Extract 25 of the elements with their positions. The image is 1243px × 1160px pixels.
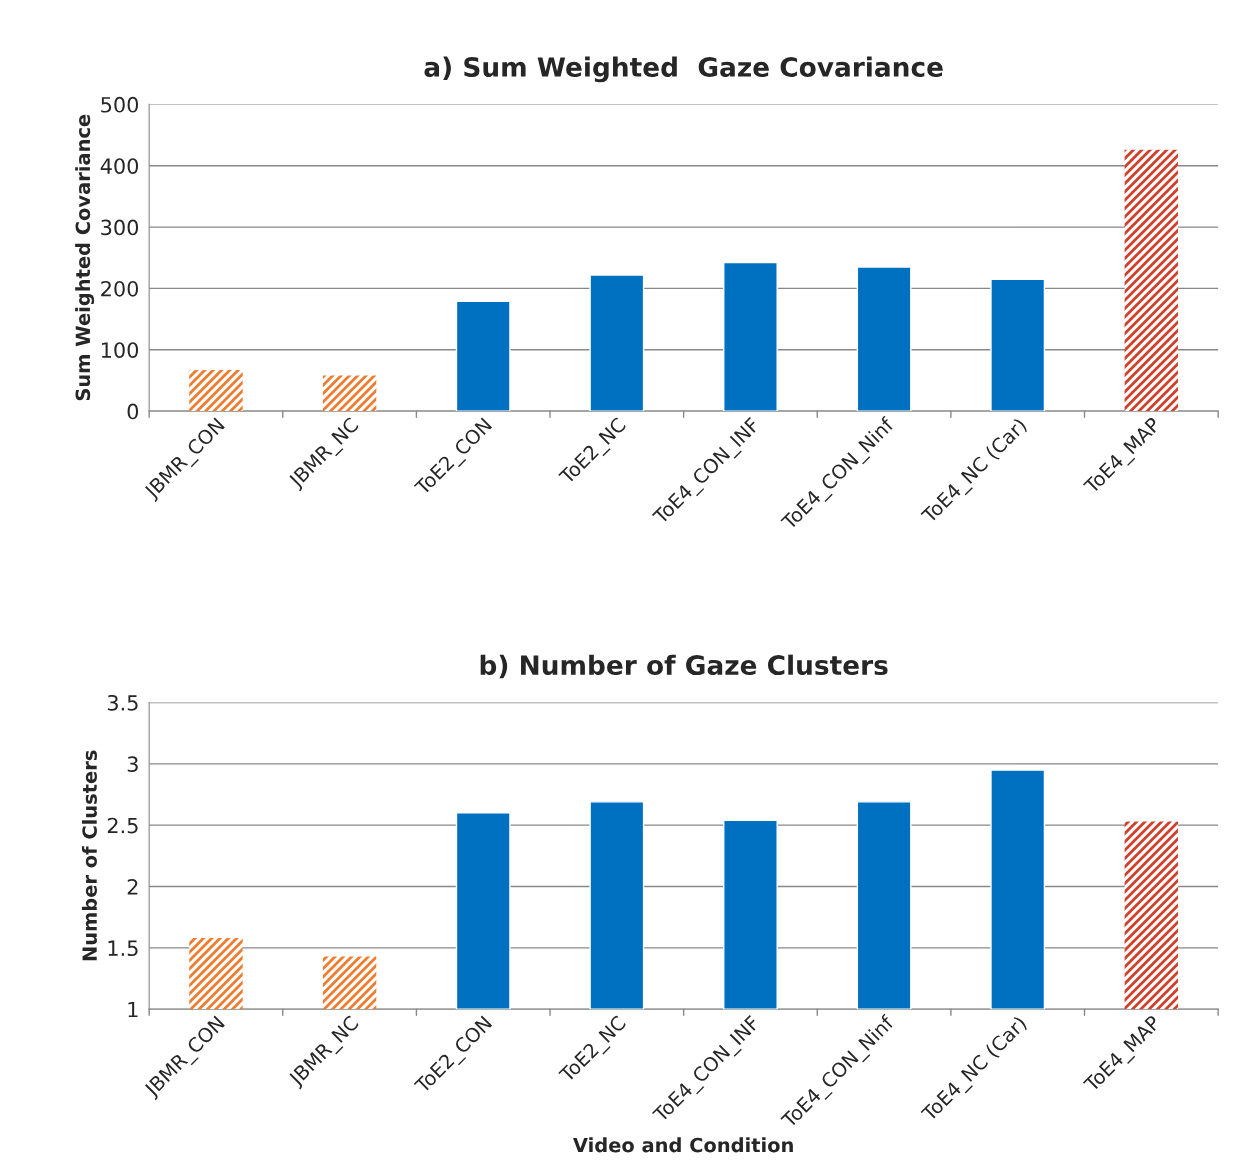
y-axis-title: Sum Weighted Covariance <box>75 114 95 401</box>
y-tick-label: 3 <box>127 756 138 773</box>
chart-title: b) Number of Gaze Clusters <box>480 654 888 679</box>
y-tick-label: 500 <box>101 96 139 113</box>
chart-title: a) Sum Weighted Gaze Covariance <box>424 56 943 83</box>
y-tick-label: 3.5 <box>107 694 138 711</box>
y-tick-label: 200 <box>101 280 139 297</box>
y-tick-label: 0 <box>127 403 139 420</box>
y-tick-label: 1.5 <box>108 940 138 957</box>
x-axis-title: Video and Condition <box>573 1137 793 1153</box>
y-axis-title: Number of Clusters <box>81 750 97 961</box>
bar <box>856 266 912 412</box>
y-tick-label: 1 <box>128 1001 138 1018</box>
bar <box>455 300 511 412</box>
bar <box>589 274 645 412</box>
bar <box>322 375 377 412</box>
y-tick-label: 100 <box>101 342 139 358</box>
bar <box>1124 149 1179 412</box>
y-tick-label: 2 <box>127 878 138 895</box>
y-tick-label: 300 <box>101 219 139 236</box>
y-tick-label: 2.5 <box>107 817 138 834</box>
y-tick-label: 400 <box>100 158 139 174</box>
bar <box>723 261 778 412</box>
bar <box>189 370 243 412</box>
bar <box>990 278 1046 412</box>
